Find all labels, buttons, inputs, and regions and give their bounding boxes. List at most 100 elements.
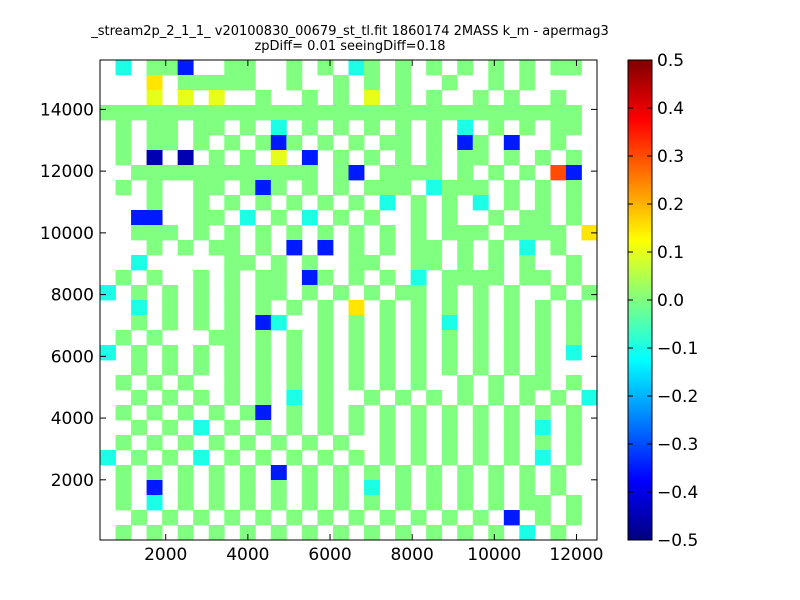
heatmap-cell	[348, 510, 365, 526]
heatmap-cell	[286, 330, 303, 346]
heatmap-cell	[519, 270, 536, 286]
colorbar-tick-label: 0.3	[657, 147, 684, 167]
heatmap-cell	[395, 150, 412, 166]
heatmap-cell	[270, 435, 287, 451]
heatmap-cell	[162, 450, 179, 466]
heatmap-cell	[162, 60, 179, 76]
heatmap-cell	[177, 150, 194, 166]
heatmap-cell	[317, 225, 334, 241]
heatmap-cell	[224, 195, 241, 211]
heatmap-cell	[472, 225, 489, 241]
heatmap-cell	[565, 420, 582, 436]
heatmap-cell	[146, 150, 163, 166]
heatmap-cell	[115, 150, 132, 166]
heatmap-cell	[488, 165, 505, 181]
heatmap-cell	[550, 135, 567, 151]
heatmap-cell	[208, 165, 225, 181]
heatmap-cell	[301, 495, 318, 511]
heatmap-cell	[441, 195, 458, 211]
heatmap-cell	[565, 270, 582, 286]
heatmap-cell	[488, 75, 505, 91]
x-tick-label: 8000	[391, 545, 434, 565]
heatmap-cell	[550, 285, 567, 301]
heatmap-cell	[410, 195, 427, 211]
heatmap-cell	[146, 105, 163, 121]
heatmap-cell	[550, 240, 567, 256]
heatmap-cell	[162, 300, 179, 316]
heatmap-cell	[270, 315, 287, 331]
heatmap-cell	[239, 60, 256, 76]
heatmap-cell	[146, 465, 163, 481]
heatmap-cell	[131, 450, 147, 466]
heatmap-cell	[208, 120, 225, 136]
heatmap-cell	[519, 390, 536, 406]
heatmap-cell	[286, 165, 303, 181]
heatmap-cell	[239, 480, 256, 496]
heatmap-cell	[255, 90, 272, 106]
heatmap-cell	[317, 240, 334, 256]
heatmap-cell	[208, 150, 225, 166]
heatmap-cell	[286, 195, 303, 211]
heatmap-cell	[488, 525, 505, 541]
heatmap-cell	[208, 495, 225, 511]
x-tick-label: 4000	[226, 545, 269, 565]
heatmap-cell	[457, 135, 474, 151]
heatmap-cell	[550, 525, 567, 541]
heatmap-cell	[534, 345, 551, 361]
heatmap-cell	[193, 345, 210, 361]
heatmap-cell	[317, 360, 334, 376]
heatmap-cell	[565, 300, 582, 316]
heatmap-cell	[115, 480, 132, 496]
heatmap-cell	[177, 525, 194, 541]
heatmap-cell	[301, 165, 318, 181]
heatmap-cell	[239, 435, 256, 451]
heatmap-cell	[426, 150, 443, 166]
heatmap-cell	[519, 165, 536, 181]
heatmap-cell	[457, 225, 474, 241]
heatmap-cell	[224, 165, 241, 181]
heatmap-cell	[379, 360, 396, 376]
heatmap-cell	[379, 180, 396, 196]
heatmap-cell	[348, 450, 365, 466]
heatmap-cell	[426, 495, 443, 511]
heatmap-cell	[301, 255, 318, 271]
heatmap-cell	[410, 315, 427, 331]
heatmap-cell	[224, 450, 241, 466]
heatmap-cell	[131, 420, 147, 436]
heatmap-cell	[208, 75, 225, 91]
heatmap-cell	[534, 435, 551, 451]
heatmap-cell	[503, 435, 520, 451]
heatmap-cell	[270, 525, 287, 541]
heatmap-cell	[457, 495, 474, 511]
heatmap-cell	[301, 465, 318, 481]
heatmap-cell	[503, 420, 520, 436]
heatmap-cell	[177, 75, 194, 91]
heatmap-cell	[146, 165, 163, 181]
heatmap-cell	[255, 240, 272, 256]
heatmap-cell	[379, 330, 396, 346]
heatmap-cell	[472, 510, 489, 526]
heatmap-cell	[208, 480, 225, 496]
heatmap-cell	[131, 390, 147, 406]
heatmap-cell	[581, 285, 598, 301]
y-tick-label: 6000	[51, 347, 94, 367]
heatmap-cell	[224, 75, 241, 91]
heatmap-cell	[426, 465, 443, 481]
heatmap-cell	[131, 360, 147, 376]
heatmap-cell	[286, 375, 303, 391]
heatmap-cell	[193, 270, 210, 286]
heatmap-cell	[208, 435, 225, 451]
heatmap-cell	[379, 225, 396, 241]
heatmap-cell	[348, 375, 365, 391]
heatmap-cell	[162, 285, 179, 301]
heatmap-cell	[565, 105, 582, 121]
heatmap-cell	[317, 390, 334, 406]
heatmap-cell	[534, 150, 551, 166]
heatmap-cell	[224, 300, 241, 316]
heatmap-cell	[534, 270, 551, 286]
heatmap-cell	[550, 90, 567, 106]
heatmap-cell	[519, 75, 536, 91]
heatmap-cell	[457, 165, 474, 181]
heatmap-cell	[239, 465, 256, 481]
heatmap-cell	[565, 435, 582, 451]
